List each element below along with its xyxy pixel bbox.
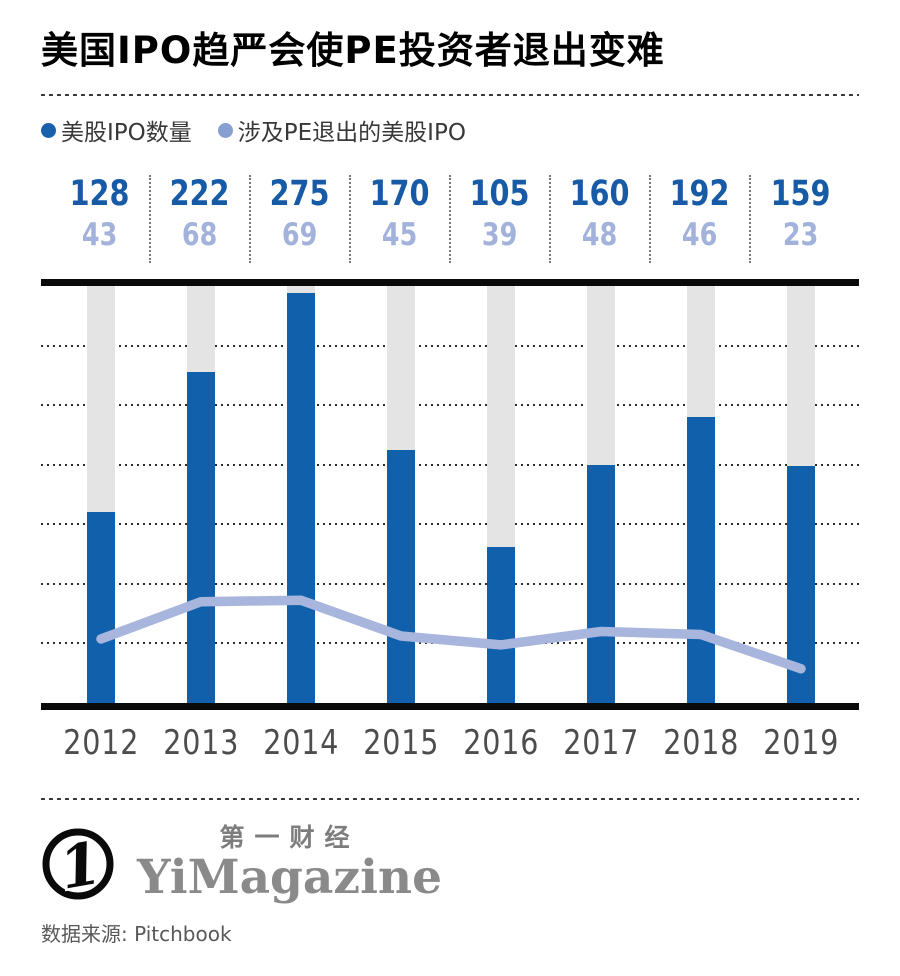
year-label-2016: 2016 [462,723,540,763]
value-bar-2017 [587,464,615,703]
brand-name-chinese: 第一财经 [219,823,360,852]
line-value-label: 69 [282,217,318,253]
legend-dot-icon [217,122,233,138]
plot-column-2019 [787,286,815,703]
gridline-240 [41,344,859,347]
plot-column-2012 [87,286,115,703]
yicai-logo-icon: 1 [42,826,114,905]
bar-value-label: 160 [570,174,630,214]
value-bar-2012 [87,512,115,703]
infographic: 美国IPO趋严会使PE投资者退出变难 美股IPO数量 涉及PE退出的美股IPO 1… [41,28,859,947]
footer: 1 第一财经 YiMagazine [41,822,859,906]
bar-value-label: 192 [670,174,730,214]
line-value-label: 39 [482,217,518,253]
year-label-2012: 2012 [62,723,140,763]
year-label-2017: 2017 [562,723,640,763]
value-label-column-2014: 275 69 [251,175,351,263]
chart-legend: 美股IPO数量 涉及PE退出的美股IPO [41,113,859,147]
chart-plot-area [41,286,859,703]
bar-value-label: 159 [771,174,831,214]
line-value-label: 43 [82,217,118,253]
value-label-column-2013: 222 68 [151,175,251,263]
value-labels-row: 128 43 222 68 275 69 170 45 105 39 160 48 192 46 159 23 [41,175,859,263]
legend-item-0: 美股IPO数量 [41,113,192,147]
year-label-2013: 2013 [162,723,240,763]
legend-item-1: 涉及PE退出的美股IPO [217,113,466,147]
legend-label: 涉及PE退出的美股IPO [237,120,466,146]
value-bar-2018 [687,417,715,703]
value-bar-2014 [287,293,315,703]
bar-value-label: 105 [470,174,530,214]
year-label-2015: 2015 [362,723,440,763]
bar-value-label: 128 [70,174,130,214]
value-bar-2013 [187,372,215,703]
bar-value-label: 170 [370,174,430,214]
pe-exit-line [96,595,806,674]
axis-line-bottom [41,703,859,710]
line-value-label: 23 [783,217,819,253]
brand-block: 第一财经 YiMagazine [137,822,442,904]
bar-value-label: 275 [270,174,330,214]
divider-bottom [41,798,859,800]
data-source-note: 数据来源: Pitchbook [41,922,232,946]
value-label-column-2016: 105 39 [451,175,551,263]
plot-column-2016 [487,286,515,703]
legend-label: 美股IPO数量 [61,120,192,146]
value-bar-2015 [387,449,415,703]
value-label-column-2015: 170 45 [351,175,451,263]
line-value-label: 45 [382,217,418,253]
x-axis-labels: 2012 2013 2014 2015 2016 2017 2018 2019 [41,718,859,770]
value-label-column-2012: 128 43 [51,175,151,263]
plot-column-2013 [187,286,215,703]
gridline-120 [41,523,859,526]
bar-value-label: 222 [170,174,230,214]
axis-line-top [41,279,859,286]
value-label-column-2019: 159 23 [751,175,851,263]
year-label-2019: 2019 [762,723,840,763]
gridline-80 [41,582,859,585]
line-value-label: 48 [582,217,618,253]
line-value-label: 68 [182,217,218,253]
value-label-column-2018: 192 46 [651,175,751,263]
value-bar-2016 [487,546,515,703]
year-label-2014: 2014 [262,723,340,763]
divider-top [41,94,859,96]
gridline-160 [41,463,859,466]
line-value-label: 46 [682,217,718,253]
gridline-200 [41,404,859,407]
page-title: 美国IPO趋严会使PE投资者退出变难 [41,29,665,72]
value-label-column-2017: 160 48 [551,175,651,263]
plot-column-2014 [287,286,315,703]
legend-dot-icon [41,122,56,138]
brand-name-english: YiMagazine [137,850,442,905]
year-label-2018: 2018 [662,723,740,763]
